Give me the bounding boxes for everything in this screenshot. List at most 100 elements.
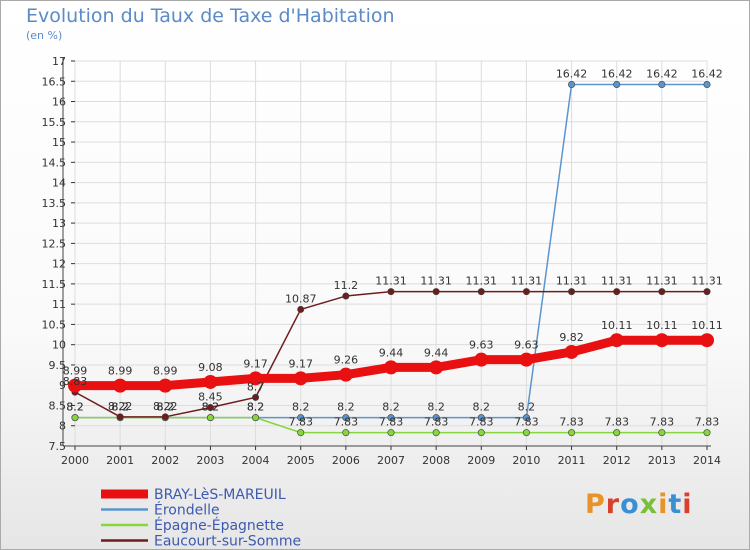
data-point-1 bbox=[703, 81, 711, 89]
data-label-0: 8.99 bbox=[63, 365, 88, 378]
data-point-3 bbox=[387, 288, 395, 296]
data-point-0 bbox=[158, 378, 173, 393]
data-point-2 bbox=[658, 429, 666, 437]
data-point-1 bbox=[658, 81, 666, 89]
data-label-3: 8.22 bbox=[108, 400, 133, 413]
data-label-3: 10.87 bbox=[285, 292, 317, 305]
y-tick-label: 13.5 bbox=[42, 197, 67, 210]
data-label-2: 8.2 bbox=[66, 401, 84, 414]
data-point-0 bbox=[203, 374, 218, 389]
x-tick-label: 2014 bbox=[693, 454, 721, 467]
logo-letter: i bbox=[682, 489, 693, 520]
legend: BRAY-LèS-MAREUILÉrondelleÉpagne-Épagnett… bbox=[101, 487, 301, 550]
y-tick-label: 10 bbox=[52, 339, 66, 352]
y-tick-label: 16 bbox=[52, 96, 66, 109]
data-label-3: 11.31 bbox=[511, 275, 543, 288]
data-point-2 bbox=[387, 429, 395, 437]
data-point-3 bbox=[252, 393, 260, 401]
data-label-1: 8.2 bbox=[247, 401, 265, 414]
data-label-3: 8.22 bbox=[153, 400, 178, 413]
legend-label-0: BRAY-LèS-MAREUIL bbox=[154, 487, 286, 503]
data-label-0: 9.44 bbox=[379, 346, 404, 359]
data-point-0 bbox=[564, 344, 579, 359]
data-point-3 bbox=[477, 288, 485, 296]
data-point-0 bbox=[113, 378, 128, 393]
data-label-1: 16.42 bbox=[556, 68, 588, 81]
data-label-1: 8.2 bbox=[157, 401, 175, 414]
data-point-0 bbox=[474, 352, 489, 367]
y-tick-label: 12 bbox=[52, 258, 66, 271]
y-tick-label: 7.5 bbox=[49, 440, 67, 453]
data-label-2: 7.83 bbox=[650, 416, 675, 429]
data-label-3: 11.31 bbox=[420, 275, 452, 288]
data-point-2 bbox=[342, 429, 350, 437]
data-point-2 bbox=[477, 429, 485, 437]
data-label-2: 7.83 bbox=[288, 416, 313, 429]
x-tick-label: 2007 bbox=[377, 454, 405, 467]
chart-subtitle: (en %) bbox=[26, 29, 63, 42]
data-label-0: 10.11 bbox=[601, 319, 633, 332]
data-point-2 bbox=[297, 429, 305, 437]
data-label-1: 16.42 bbox=[646, 68, 678, 81]
y-tick-label: 8.5 bbox=[49, 399, 67, 412]
y-tick-label: 9.5 bbox=[49, 359, 67, 372]
x-tick-label: 2013 bbox=[648, 454, 676, 467]
x-tick-label: 2006 bbox=[332, 454, 360, 467]
chart-title: Evolution du Taux de Taxe d'Habitation bbox=[26, 5, 395, 27]
logo-letter: o bbox=[620, 489, 640, 520]
data-label-1: 8.2 bbox=[337, 401, 355, 414]
x-tick-label: 2011 bbox=[558, 454, 586, 467]
data-point-2 bbox=[206, 414, 214, 422]
data-point-2 bbox=[522, 429, 530, 437]
x-tick-label: 2005 bbox=[287, 454, 315, 467]
x-tick-label: 2002 bbox=[151, 454, 179, 467]
data-label-2: 8.2 bbox=[202, 401, 220, 414]
y-tick-label: 15 bbox=[52, 136, 66, 149]
data-label-2: 8.2 bbox=[157, 401, 175, 414]
data-label-0: 9.82 bbox=[559, 331, 584, 344]
y-tick-label: 13 bbox=[52, 217, 66, 230]
data-point-1 bbox=[613, 81, 621, 89]
data-label-0: 9.08 bbox=[198, 361, 223, 374]
data-point-3 bbox=[432, 288, 440, 296]
data-labels-layer: 8.99 8.99 8.99 9.08 9.17 9.17 9.26 9.44 9.44 9.63… bbox=[63, 68, 723, 429]
data-label-0: 9.63 bbox=[514, 339, 539, 352]
data-point-3 bbox=[342, 292, 350, 300]
y-tick-label: 11 bbox=[52, 298, 66, 311]
data-label-2: 7.83 bbox=[334, 416, 359, 429]
data-label-2: 7.83 bbox=[559, 416, 584, 429]
data-point-1 bbox=[477, 414, 485, 422]
x-tick-label: 2003 bbox=[196, 454, 224, 467]
data-label-2: 8.2 bbox=[111, 401, 129, 414]
axes: 7.588.599.51010.51111.51212.51313.51414.… bbox=[42, 55, 722, 467]
logo-letter: x bbox=[639, 489, 659, 520]
data-point-3 bbox=[161, 413, 169, 421]
data-label-3: 8.83 bbox=[63, 375, 88, 388]
data-point-1 bbox=[387, 414, 395, 422]
data-label-2: 7.83 bbox=[604, 416, 629, 429]
data-label-2: 7.83 bbox=[424, 416, 449, 429]
data-point-3 bbox=[116, 413, 124, 421]
data-label-3: 11.31 bbox=[601, 275, 633, 288]
y-tick-label: 15.5 bbox=[42, 116, 67, 129]
data-label-1: 16.42 bbox=[601, 68, 633, 81]
x-tick-label: 2001 bbox=[106, 454, 134, 467]
y-tick-label: 17 bbox=[52, 55, 66, 68]
data-label-0: 9.26 bbox=[334, 354, 359, 367]
data-point-0 bbox=[384, 360, 398, 375]
data-point-2 bbox=[432, 429, 440, 437]
data-point-0 bbox=[293, 371, 308, 386]
data-label-3: 11.31 bbox=[375, 275, 407, 288]
y-tick-label: 12.5 bbox=[42, 237, 67, 250]
data-point-0 bbox=[654, 333, 669, 348]
data-point-2 bbox=[71, 414, 79, 422]
data-point-1 bbox=[297, 414, 305, 422]
data-label-2: 8.2 bbox=[247, 401, 265, 414]
data-point-1 bbox=[568, 81, 576, 89]
data-label-1: 8.2 bbox=[518, 401, 536, 414]
x-tick-label: 2000 bbox=[61, 454, 89, 467]
x-tick-label: 2012 bbox=[603, 454, 631, 467]
series-layer bbox=[68, 81, 714, 437]
data-label-1: 8.2 bbox=[427, 401, 445, 414]
